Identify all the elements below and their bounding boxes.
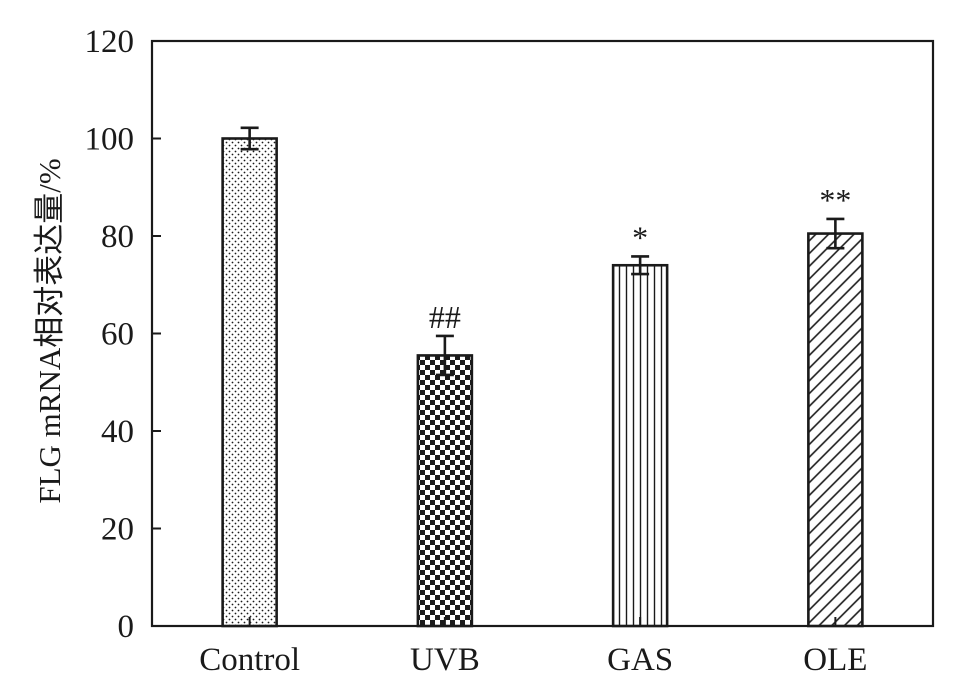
y-tick-label: 120: [85, 24, 135, 60]
significance-label: **: [819, 182, 851, 218]
y-tick-label: 20: [101, 512, 134, 548]
y-tick-label: 40: [101, 414, 134, 450]
x-axis-labels: Control UVB GAS OLE: [199, 617, 867, 678]
y-tick-label: 0: [118, 609, 135, 645]
y-tick-label: 100: [85, 122, 135, 158]
bar-control: [221, 137, 278, 628]
x-tick-label: UVB: [410, 642, 480, 678]
y-tick-label: 60: [101, 317, 134, 353]
bar-uvb: [416, 354, 474, 628]
bars-group: ##***: [221, 126, 864, 628]
bar-ole: [807, 232, 864, 628]
significance-label: *: [632, 219, 648, 255]
y-tick-label: 80: [101, 219, 134, 255]
x-tick-label: GAS: [607, 642, 673, 678]
y-axis-ticks: 0 20 40 60 80 100 120: [85, 24, 161, 645]
bar-gas: [611, 263, 669, 628]
y-axis-title: FLG mRNA相对表达量/%: [32, 158, 67, 503]
x-tick-label: Control: [199, 642, 300, 678]
significance-label: ##: [429, 299, 461, 335]
x-tick-label: OLE: [803, 642, 867, 678]
